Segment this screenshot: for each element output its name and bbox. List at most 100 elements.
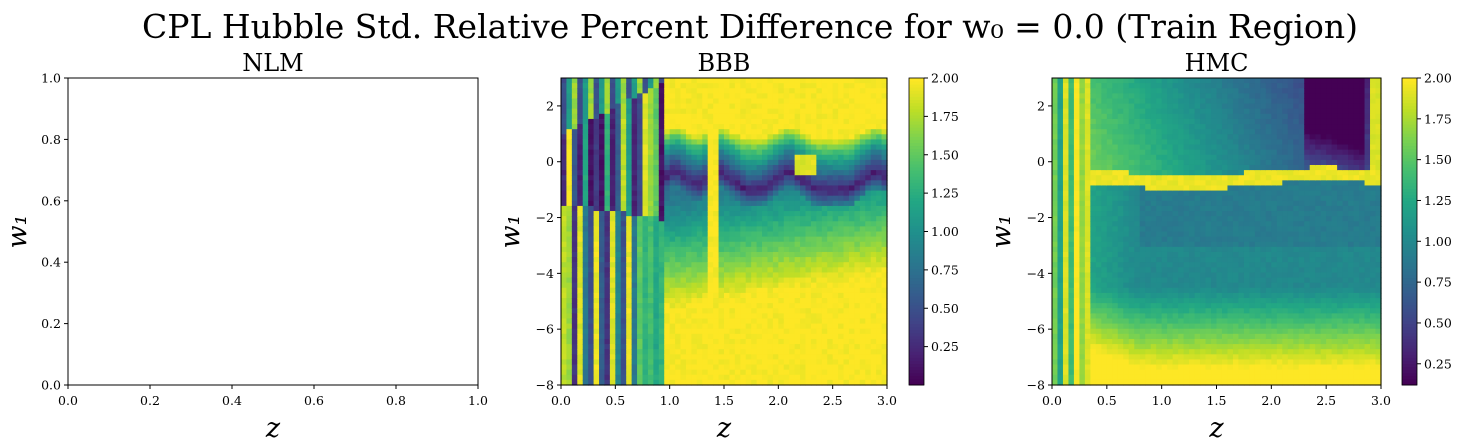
heatmap-cell bbox=[1123, 170, 1130, 176]
heatmap-cell bbox=[772, 200, 779, 207]
heatmap-cell bbox=[620, 374, 627, 381]
heatmap-cell bbox=[1156, 344, 1163, 350]
heatmap-cell bbox=[582, 129, 589, 135]
heatmap-cell bbox=[1161, 124, 1168, 130]
heatmap-cell bbox=[1079, 313, 1086, 320]
heatmap-cell bbox=[647, 364, 654, 371]
heatmap-cell bbox=[745, 298, 752, 304]
heatmap-cell bbox=[794, 262, 801, 268]
heatmap-cell bbox=[800, 93, 807, 100]
heatmap-cell bbox=[740, 298, 747, 304]
heatmap-cell bbox=[745, 292, 752, 299]
heatmap-cell bbox=[626, 93, 633, 100]
heatmap-cell bbox=[1128, 216, 1135, 222]
heatmap-cell bbox=[582, 83, 589, 89]
heatmap-cell bbox=[691, 195, 698, 202]
heatmap-cell bbox=[1150, 303, 1157, 309]
heatmap-cell bbox=[577, 364, 584, 371]
heatmap-cell bbox=[821, 333, 828, 340]
colorbar-segment bbox=[909, 289, 924, 294]
heatmap-cell bbox=[1128, 139, 1135, 146]
heatmap-cell bbox=[713, 333, 720, 340]
heatmap-cell bbox=[1084, 83, 1091, 89]
colorbar-segment bbox=[909, 237, 924, 242]
heatmap-cell bbox=[658, 78, 665, 84]
heatmap-cell bbox=[582, 236, 589, 243]
heatmap-cell bbox=[707, 287, 714, 294]
heatmap-cell bbox=[794, 134, 801, 140]
heatmap-cell bbox=[1101, 338, 1108, 345]
heatmap-cell bbox=[751, 159, 758, 166]
heatmap-cell bbox=[1134, 246, 1141, 253]
heatmap-cell bbox=[734, 262, 741, 268]
heatmap-cell bbox=[707, 298, 714, 304]
heatmap-cell bbox=[789, 124, 796, 130]
x-tick-label: 0.4 bbox=[222, 393, 242, 408]
heatmap-cell bbox=[1106, 211, 1113, 217]
heatmap-cell bbox=[1128, 298, 1135, 304]
heatmap-cell bbox=[724, 149, 731, 156]
heatmap-cell bbox=[561, 262, 568, 268]
heatmap-cell bbox=[745, 287, 752, 294]
heatmap-cell bbox=[631, 124, 638, 130]
heatmap-cell bbox=[631, 144, 638, 151]
heatmap-cell bbox=[859, 149, 866, 156]
heatmap-cell bbox=[577, 190, 584, 197]
heatmap-cell bbox=[658, 349, 665, 355]
heatmap-cell bbox=[745, 103, 752, 110]
heatmap-cell bbox=[707, 272, 714, 279]
heatmap-cell bbox=[805, 124, 812, 130]
heatmap-cell bbox=[1134, 108, 1141, 115]
heatmap-cell bbox=[1106, 88, 1113, 94]
heatmap-cell bbox=[816, 93, 823, 100]
heatmap-cell bbox=[588, 118, 595, 125]
heatmap-cell bbox=[789, 328, 796, 335]
heatmap-cell bbox=[696, 129, 703, 135]
heatmap-cell bbox=[1084, 103, 1091, 110]
heatmap-cell bbox=[642, 164, 649, 171]
heatmap-cell bbox=[762, 333, 769, 340]
heatmap-cell bbox=[637, 364, 644, 371]
heatmap-cell bbox=[615, 185, 622, 192]
heatmap-cell bbox=[751, 303, 758, 309]
heatmap-cell bbox=[756, 313, 763, 320]
heatmap-cell bbox=[1101, 108, 1108, 115]
heatmap-cell bbox=[691, 205, 698, 212]
heatmap-cell bbox=[582, 154, 589, 161]
heatmap-cell bbox=[599, 241, 606, 248]
heatmap-cell bbox=[859, 369, 866, 376]
heatmap-cell bbox=[821, 318, 828, 325]
heatmap-cell bbox=[685, 282, 692, 289]
heatmap-cell bbox=[1123, 287, 1130, 294]
heatmap-cell bbox=[604, 344, 611, 350]
heatmap-cell bbox=[1106, 303, 1113, 309]
heatmap-cell bbox=[772, 313, 779, 320]
heatmap-cell bbox=[1139, 103, 1146, 110]
heatmap-cell bbox=[718, 195, 725, 202]
heatmap-cell bbox=[751, 231, 758, 238]
heatmap-cell bbox=[718, 129, 725, 135]
heatmap-cell bbox=[783, 93, 790, 100]
heatmap-cell bbox=[832, 313, 839, 320]
heatmap-cell bbox=[1139, 200, 1146, 207]
heatmap-cell bbox=[1128, 303, 1135, 309]
heatmap-cell bbox=[669, 88, 676, 94]
heatmap-cell bbox=[1156, 149, 1163, 156]
heatmap-cell bbox=[1117, 272, 1124, 279]
heatmap-cell bbox=[734, 349, 741, 355]
heatmap-cell bbox=[707, 262, 714, 268]
heatmap-cell bbox=[756, 354, 763, 361]
colorbar-segment bbox=[909, 176, 924, 180]
heatmap-cell bbox=[810, 200, 817, 207]
heatmap-cell bbox=[669, 267, 676, 274]
heatmap-cell bbox=[577, 180, 584, 187]
heatmap-cell bbox=[1095, 103, 1102, 110]
heatmap-cell bbox=[1156, 282, 1163, 289]
heatmap-cell bbox=[680, 149, 687, 156]
heatmap-cell bbox=[876, 272, 883, 279]
heatmap-cell bbox=[582, 108, 589, 115]
heatmap-cell bbox=[566, 175, 573, 181]
heatmap-cell bbox=[810, 226, 817, 233]
heatmap-cell bbox=[1095, 344, 1102, 350]
heatmap-cell bbox=[593, 175, 600, 181]
